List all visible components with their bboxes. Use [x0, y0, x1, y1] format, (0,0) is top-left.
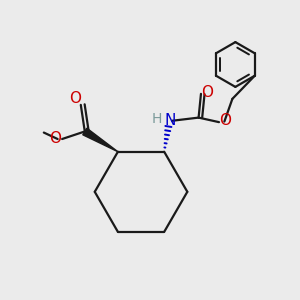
Text: O: O — [202, 85, 214, 100]
Text: O: O — [220, 113, 232, 128]
Polygon shape — [83, 128, 118, 152]
Text: O: O — [69, 91, 81, 106]
Text: N: N — [165, 113, 176, 128]
Text: O: O — [50, 131, 61, 146]
Text: H: H — [152, 112, 162, 126]
